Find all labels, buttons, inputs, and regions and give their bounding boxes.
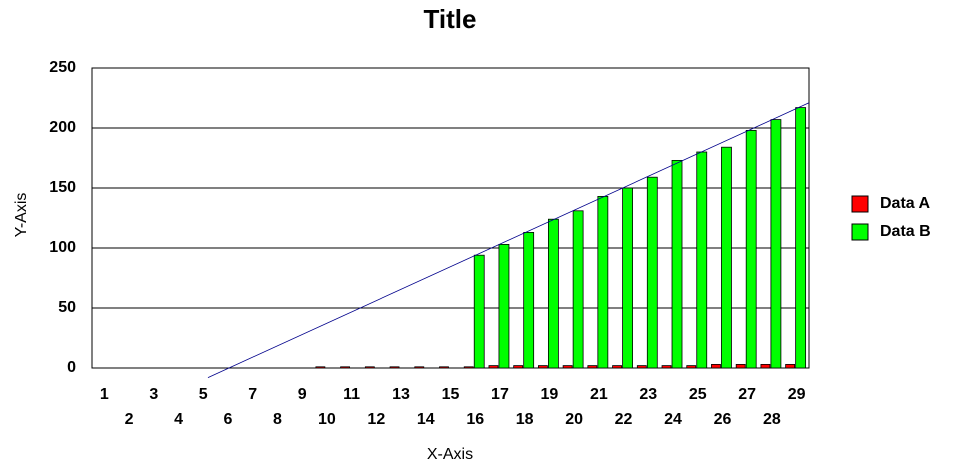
bar — [597, 195, 609, 369]
bar — [488, 365, 499, 369]
x-tick-label: 27 — [738, 386, 756, 403]
bar — [473, 254, 485, 369]
bar — [661, 365, 672, 369]
y-tick-label: 100 — [49, 239, 76, 256]
trend-line — [207, 102, 810, 378]
bar — [711, 363, 721, 369]
bar — [760, 363, 771, 369]
x-tick-label: 7 — [248, 386, 257, 403]
x-tick-label: 14 — [417, 411, 435, 428]
bar — [671, 159, 683, 369]
x-tick-label: 15 — [442, 386, 460, 403]
y-tick-label: 50 — [58, 299, 76, 316]
bar — [513, 365, 524, 369]
x-tick-label: 12 — [367, 411, 385, 428]
x-tick-label: 28 — [763, 411, 781, 428]
x-tick-label: 8 — [273, 411, 282, 428]
x-tick-label: 25 — [689, 386, 707, 403]
bar — [745, 129, 757, 369]
bar — [770, 119, 782, 369]
bar — [537, 365, 548, 369]
x-tick-label: 6 — [224, 411, 233, 428]
y-tick-label: 200 — [49, 119, 76, 136]
bar — [315, 366, 326, 369]
bar — [795, 107, 807, 369]
x-tick-label: 21 — [590, 386, 608, 403]
bar — [389, 366, 400, 369]
x-tick-label: 11 — [343, 386, 360, 403]
bar — [340, 366, 351, 369]
bar — [696, 151, 708, 369]
bar — [622, 187, 633, 369]
y-tick-label: 150 — [49, 179, 76, 196]
bar — [463, 366, 474, 369]
bar — [414, 366, 425, 369]
chart-title: Title — [424, 4, 477, 34]
x-tick-label: 18 — [516, 411, 534, 428]
bar — [735, 363, 746, 369]
x-tick-label: 5 — [199, 386, 208, 403]
x-tick-label: 19 — [540, 386, 558, 403]
bar — [686, 365, 697, 369]
x-tick-label: 29 — [788, 386, 806, 403]
x-tick-label: 16 — [466, 411, 484, 428]
x-tick-label: 13 — [392, 386, 410, 403]
x-tick-label: 1 — [100, 386, 109, 403]
x-tick-label: 10 — [318, 411, 336, 428]
bar — [523, 231, 535, 369]
bar — [646, 176, 658, 369]
y-tick-label: 0 — [67, 359, 76, 376]
x-tick-label: 17 — [491, 386, 509, 403]
legend-label: Data B — [880, 223, 931, 240]
bar — [498, 243, 510, 369]
legend-swatch — [851, 195, 869, 213]
legend-label: Data A — [880, 195, 931, 212]
bar — [364, 366, 375, 369]
x-tick-label: 20 — [565, 411, 583, 428]
x-tick-label: 4 — [174, 411, 183, 428]
x-tick-label: 2 — [125, 411, 134, 428]
y-tick-label: 250 — [49, 59, 76, 76]
bar — [612, 365, 622, 369]
y-axis-label: Y-Axis — [13, 193, 30, 238]
x-axis-label: X-Axis — [427, 446, 473, 463]
bar — [439, 366, 449, 369]
x-tick-label: 22 — [615, 411, 633, 428]
bar — [636, 365, 647, 369]
bar — [721, 146, 732, 369]
bar — [587, 365, 598, 369]
legend-swatch — [851, 223, 869, 241]
bar — [572, 210, 584, 369]
bar — [785, 363, 796, 369]
x-tick-label: 3 — [149, 386, 158, 403]
bar — [562, 365, 573, 369]
x-tick-label: 9 — [298, 386, 307, 403]
x-tick-label: 23 — [639, 386, 657, 403]
bar — [547, 218, 559, 369]
x-tick-label: 26 — [714, 411, 732, 428]
x-tick-label: 24 — [664, 411, 682, 428]
